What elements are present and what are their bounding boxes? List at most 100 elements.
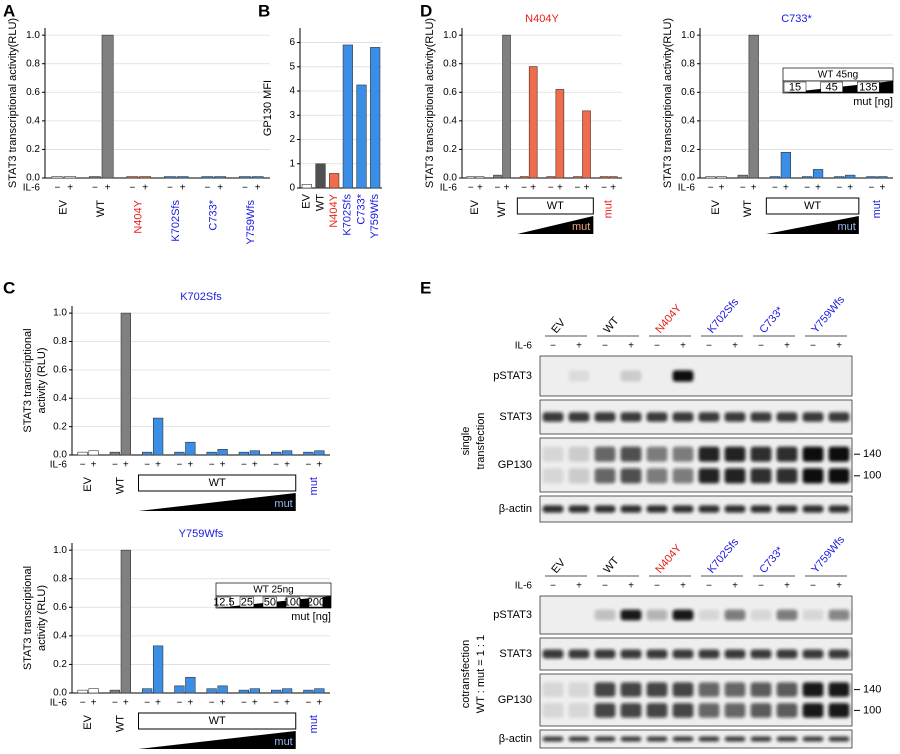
il6-sign: − <box>495 183 501 194</box>
bar <box>555 89 565 179</box>
y-tick-label: 0.2 <box>53 659 67 670</box>
y-tick-label: 0.0 <box>26 173 40 184</box>
blot-band <box>672 682 694 697</box>
y-tick-label: 0.4 <box>26 115 40 126</box>
il6-sign: + <box>836 581 842 592</box>
blot-band <box>802 682 824 697</box>
side-label: transfection <box>475 413 487 470</box>
blot-band <box>802 446 824 462</box>
bar <box>737 174 748 179</box>
bar <box>120 549 131 694</box>
blot-band <box>594 468 616 484</box>
x-tick-label: Y759Wfs <box>245 200 257 245</box>
il6-sign: − <box>176 698 182 709</box>
y-tick-label: 0.6 <box>443 87 457 98</box>
il6-sign: − <box>80 698 86 709</box>
bracket-box <box>138 712 297 730</box>
x-tick-label: WT <box>114 715 126 732</box>
blot-band <box>672 736 694 742</box>
blot-band <box>776 505 798 513</box>
il6-sign: + <box>879 183 885 194</box>
bar <box>475 176 485 179</box>
blot-band <box>542 505 564 513</box>
bar <box>249 450 260 456</box>
blot-band <box>698 609 720 621</box>
blot-band <box>620 736 642 742</box>
x-tick-label: N404Y <box>133 199 145 233</box>
blot-band <box>776 609 798 621</box>
ramp-label: mut <box>274 736 292 748</box>
blot-band <box>672 370 694 382</box>
row-label: IL-6 <box>515 341 533 352</box>
il6-sign: − <box>804 183 810 194</box>
blot-band <box>776 446 798 462</box>
il6-sign: − <box>521 183 527 194</box>
x-tick-label: EV <box>82 476 94 491</box>
il6-sign: + <box>67 183 73 194</box>
y-tick-label: 0.8 <box>681 58 695 69</box>
x-tick-label: K702Sfs <box>170 200 182 242</box>
blot-band <box>646 682 668 697</box>
group-label: K702Sfs <box>705 296 741 336</box>
blot-band <box>542 649 564 659</box>
inset-unit: mut [ng] <box>853 96 893 108</box>
il6-sign: − <box>92 183 98 194</box>
bar <box>716 176 727 179</box>
il6-sign: + <box>584 183 590 194</box>
inset-step: 12.5 <box>213 596 234 608</box>
group-label: WT <box>601 315 621 336</box>
panel-label: B <box>258 1 270 20</box>
blot-band <box>802 736 824 742</box>
blot-band <box>542 736 564 742</box>
marker-label: 140 <box>863 448 881 460</box>
y-tick-label: 0.2 <box>26 144 40 155</box>
il6-sign: − <box>654 341 660 352</box>
bar <box>370 47 381 189</box>
il6-sign: − <box>810 581 816 592</box>
x-tick-label: EV <box>301 193 313 208</box>
blot-band <box>594 412 616 422</box>
il6-sign: − <box>836 183 842 194</box>
bar <box>217 449 228 456</box>
bar <box>342 44 353 189</box>
bar <box>271 451 282 456</box>
blot <box>539 595 853 635</box>
y-tick-label: 0.8 <box>443 58 457 69</box>
bar <box>88 688 99 694</box>
y-tick-label: 5 <box>289 61 295 72</box>
bracket-label: WT <box>547 200 564 212</box>
inset-cell <box>820 81 843 93</box>
blot-band <box>698 446 720 462</box>
il6-sign: + <box>252 698 258 709</box>
panel-label: A <box>3 1 15 20</box>
il6-sign: + <box>91 460 97 471</box>
il6-sign: − <box>144 698 150 709</box>
ramp <box>517 216 594 234</box>
bar <box>748 34 759 179</box>
il6-sign: − <box>209 460 215 471</box>
y-axis-label: STAT3 transcriptional <box>22 566 34 670</box>
chart-title: N404Y <box>525 13 559 25</box>
blot-band <box>620 609 642 621</box>
blot-band <box>594 649 616 659</box>
y-tick-label: 0.0 <box>53 688 67 699</box>
bar <box>217 685 228 694</box>
il6-sign: + <box>783 183 789 194</box>
blot-band <box>542 446 564 462</box>
group-label: C733* <box>757 544 786 576</box>
il6-sign: + <box>504 183 510 194</box>
blot-band <box>828 446 850 462</box>
panel-label: C <box>3 278 15 297</box>
bracket-box <box>765 197 860 215</box>
inset-step: 100 <box>284 596 302 608</box>
bar <box>877 176 888 179</box>
row-label: IL-6 <box>515 581 533 592</box>
blot <box>539 355 853 397</box>
y-tick-label: 0.4 <box>443 115 457 126</box>
blot-band <box>568 649 590 659</box>
inset-step: 50 <box>264 596 276 608</box>
bar <box>801 176 813 179</box>
il6-sign: + <box>123 460 129 471</box>
blot-band <box>568 446 590 462</box>
blot-band <box>646 703 668 718</box>
